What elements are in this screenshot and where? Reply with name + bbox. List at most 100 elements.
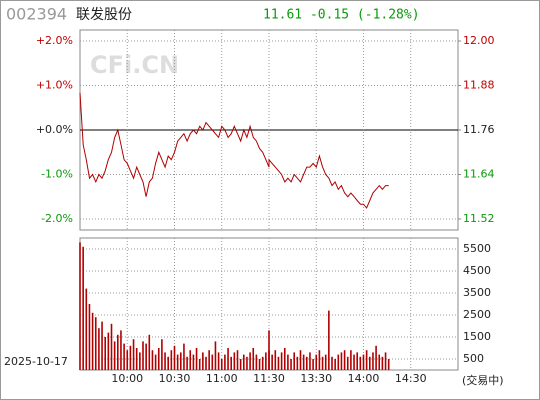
volume-bar — [290, 359, 292, 370]
volume-bar — [126, 350, 129, 370]
volume-bar — [283, 348, 286, 370]
volume-bar — [104, 337, 106, 370]
y2-tick-label: 11.64 — [463, 168, 495, 181]
volume-bar — [365, 350, 368, 370]
volume-bar — [98, 328, 100, 370]
volume-bar — [101, 321, 103, 370]
volume-bar — [233, 352, 236, 370]
y-tick-label: +0.0% — [36, 123, 73, 136]
volume-bar — [252, 348, 255, 370]
volume-bar — [94, 317, 97, 370]
volume-bar — [243, 354, 245, 370]
volume-bar — [375, 345, 377, 370]
price-line — [79, 92, 389, 209]
volume-bar — [318, 350, 321, 370]
x-tick-label: 14:30 — [395, 372, 427, 385]
volume-tick-label: 4500 — [463, 264, 491, 277]
volume-bar — [110, 323, 113, 370]
volume-bar — [321, 356, 324, 370]
date: 2025-10-17 — [4, 355, 68, 368]
volume-bar — [208, 350, 210, 370]
volume-bar — [239, 359, 242, 370]
volume-bar — [139, 352, 141, 370]
volume-bar — [202, 352, 204, 370]
volume-bar — [173, 345, 176, 370]
volume-bar — [356, 352, 358, 370]
volume-bar — [350, 350, 352, 370]
x-tick-label: 10:30 — [159, 372, 191, 385]
volume-bar — [331, 356, 333, 370]
volume-bar — [328, 310, 330, 370]
volume-bar — [343, 350, 346, 370]
x-tick-label: 13:30 — [300, 372, 332, 385]
volume-bar — [369, 356, 371, 370]
volume-bar — [372, 352, 374, 370]
volume-bar — [306, 356, 308, 370]
volume-bar — [268, 330, 270, 370]
y-tick-label: -1.0% — [41, 168, 73, 181]
volume-bar — [309, 352, 311, 370]
volume-bar — [91, 312, 94, 370]
volume-bar — [261, 356, 264, 370]
volume-bar — [88, 304, 91, 370]
volume-bar — [135, 348, 138, 370]
x-tick-label: 14:00 — [348, 372, 380, 385]
y2-tick-label: 11.52 — [463, 212, 495, 225]
volume-bar — [337, 354, 340, 370]
volume-bar — [302, 354, 305, 370]
volume-bar — [170, 350, 173, 370]
stock-name: 联发股份 — [76, 7, 132, 23]
volume-bar — [214, 341, 217, 370]
volume-bar — [255, 354, 258, 370]
stock-code: 002394 — [6, 5, 67, 24]
y-tick-label: -2.0% — [41, 212, 73, 225]
volume-bar — [296, 356, 299, 370]
volume-bar — [164, 352, 166, 370]
volume-tick-label: 5500 — [463, 242, 491, 255]
volume-bar — [161, 339, 163, 370]
x-tick-label: 11:00 — [206, 372, 238, 385]
volume-bar — [274, 350, 277, 370]
volume-bar — [186, 356, 188, 370]
volume-bar — [271, 354, 273, 370]
volume-bar — [381, 356, 384, 370]
volume-bar — [176, 354, 179, 370]
volume-bar — [277, 356, 280, 370]
volume-bar — [299, 350, 302, 370]
volume-bar — [362, 354, 365, 370]
volume-bar — [217, 352, 220, 370]
volume-bar — [224, 354, 226, 370]
volume-bar — [82, 246, 84, 370]
volume-bar — [85, 288, 88, 370]
quote: 11.61 -0.15 (-1.28%) — [263, 8, 420, 23]
y2-tick-label: 11.88 — [463, 79, 495, 92]
y-tick-label: +1.0% — [36, 79, 73, 92]
volume-bar — [312, 359, 314, 370]
volume-bar — [384, 352, 387, 370]
volume-bar — [154, 354, 157, 370]
volume-bar — [195, 348, 198, 370]
volume-tick-label: 1500 — [463, 330, 491, 343]
volume-bar — [205, 356, 207, 370]
volume-tick-label: 2500 — [463, 308, 491, 321]
volume-bar — [287, 354, 289, 370]
volume-bar — [117, 334, 119, 370]
volume-bar — [353, 354, 355, 370]
volume-bar — [265, 352, 267, 370]
volume-bar — [230, 356, 232, 370]
status: (交易中) — [462, 373, 504, 387]
volume-bar — [236, 350, 239, 370]
volume-bar — [387, 359, 390, 370]
volume-bar — [183, 343, 185, 370]
volume-bar — [167, 356, 169, 370]
volume-bar — [378, 354, 381, 370]
volume-bar — [359, 356, 362, 370]
volume-bar — [107, 332, 110, 370]
volume-bar — [129, 345, 132, 370]
volume-bar — [249, 352, 251, 370]
volume-bar — [293, 352, 295, 370]
volume-bar — [346, 356, 349, 370]
